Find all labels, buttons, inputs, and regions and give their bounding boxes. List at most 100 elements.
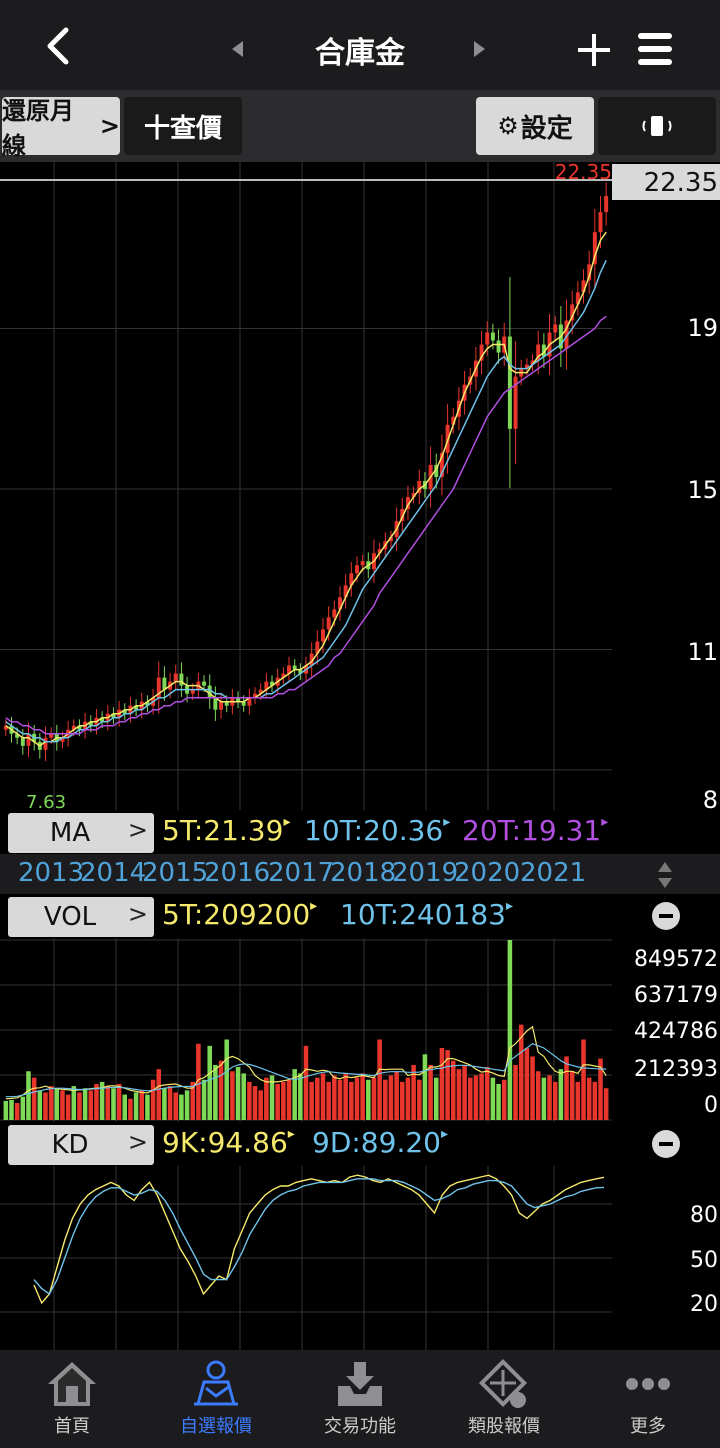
- vol-button-label: VOL: [43, 902, 97, 932]
- candle-body: [236, 697, 241, 702]
- price-chart[interactable]: 22.35 22.35 7.63 19 15 11 8: [0, 162, 720, 810]
- volume-bar: [235, 1067, 241, 1120]
- volume-bar: [315, 1077, 320, 1120]
- volume-bar: [320, 1073, 326, 1120]
- year-label: 2016: [204, 858, 271, 888]
- volume-chart[interactable]: 849572 637179 424786 212393 0: [0, 938, 720, 1122]
- query-price-button[interactable]: 十查價: [124, 97, 242, 155]
- tab-sector[interactable]: 類股報價: [432, 1350, 576, 1448]
- hamburger-menu-icon[interactable]: [636, 30, 674, 68]
- volume-bar: [201, 1079, 207, 1120]
- volume-bar: [275, 1083, 280, 1120]
- next-stock-icon[interactable]: [474, 41, 485, 57]
- volume-bar: [360, 1073, 365, 1120]
- ma20-value: 20T:19.31▸: [462, 814, 608, 847]
- volume-bar: [564, 1056, 569, 1120]
- candle-body: [213, 697, 218, 710]
- candle-body: [349, 573, 354, 586]
- kd-select-button[interactable]: KD >: [8, 1125, 154, 1165]
- volume-bar: [190, 1081, 195, 1120]
- expand-collapse-icon[interactable]: [657, 860, 673, 890]
- restore-monthly-button[interactable]: 還原月線 >: [2, 97, 120, 160]
- volume-bar: [490, 1077, 496, 1120]
- volume-tick: 212393: [634, 1057, 718, 1082]
- ma-select-button[interactable]: MA >: [8, 813, 154, 853]
- volume-bar: [530, 1056, 535, 1120]
- kd-chart[interactable]: 80 50 20: [0, 1166, 720, 1350]
- volume-bar: [133, 1092, 139, 1120]
- candle-body: [411, 493, 416, 498]
- remove-vol-button[interactable]: [652, 902, 680, 930]
- previous-stock-icon[interactable]: [232, 41, 243, 57]
- year-axis-bar[interactable]: 2013 2014 2015 2016 2017 2018 2019 2020 …: [0, 854, 720, 894]
- plus-icon[interactable]: [574, 30, 614, 70]
- volume-bar: [445, 1050, 450, 1120]
- tab-trade[interactable]: 交易功能: [288, 1350, 432, 1448]
- volume-bar: [43, 1092, 48, 1120]
- volume-bar: [258, 1090, 263, 1120]
- volume-bar: [501, 1079, 507, 1120]
- volume-bar: [111, 1088, 116, 1120]
- candle-body: [377, 549, 382, 554]
- tab-more[interactable]: 更多: [576, 1350, 720, 1448]
- candle-body: [485, 332, 490, 345]
- tab-home[interactable]: 首頁: [0, 1350, 144, 1448]
- candle-body: [88, 721, 93, 726]
- volume-bar: [48, 1086, 54, 1120]
- ma20-line: [5, 315, 607, 735]
- caret-icon: ▸: [440, 1126, 448, 1142]
- trade-icon: [338, 1362, 382, 1406]
- volume-bar: [156, 1069, 162, 1120]
- year-label: 2020: [454, 858, 521, 888]
- restore-monthly-label: 還原月線: [2, 97, 74, 160]
- remove-kd-button[interactable]: [652, 1130, 680, 1158]
- volume-bar: [598, 1058, 603, 1120]
- tab-label: 自選報價: [180, 1416, 252, 1437]
- volume-bar: [383, 1079, 388, 1120]
- year-label: 2014: [80, 858, 147, 888]
- vol-select-button[interactable]: VOL >: [8, 897, 154, 937]
- caret-icon: ▸: [283, 814, 291, 830]
- volume-bar: [298, 1073, 303, 1120]
- volume-bar: [411, 1064, 416, 1120]
- candle-body: [400, 509, 405, 522]
- volume-bar: [122, 1094, 128, 1120]
- volume-bar: [586, 1077, 592, 1120]
- kd-tick: 80: [690, 1203, 718, 1228]
- volume-tick: 0: [704, 1093, 718, 1118]
- volume-bar: [332, 1075, 337, 1120]
- ma-indicator-bar: MA > 5T:21.39▸ 10T:20.36▸ 20T:19.31▸: [0, 810, 720, 854]
- vol-indicator-bar: VOL > 5T:209200▸ 10T:240183▸: [0, 894, 720, 938]
- volume-bar: [99, 1081, 105, 1120]
- volume-bar: [507, 940, 513, 1120]
- candle-body: [145, 701, 150, 706]
- volume-bar: [417, 1079, 422, 1120]
- tab-watchlist[interactable]: 自選報價: [144, 1350, 288, 1448]
- volume-bar: [37, 1090, 43, 1120]
- candle-body: [258, 689, 263, 694]
- volume-bar: [207, 1045, 212, 1120]
- candle-body: [587, 264, 592, 281]
- candle-body: [360, 561, 365, 566]
- candle-body: [71, 725, 76, 730]
- candle-body: [530, 360, 535, 365]
- candle-body: [592, 232, 597, 265]
- candle-body: [253, 693, 258, 698]
- volume-bar: [326, 1081, 331, 1120]
- volume-bar: [71, 1086, 77, 1120]
- vol-ma10-text: 10T:240183: [340, 898, 506, 931]
- rotate-screen-button[interactable]: [598, 97, 716, 155]
- candle-body: [321, 629, 325, 642]
- settings-button[interactable]: ⚙ 設定: [476, 97, 594, 155]
- volume-bar: [286, 1079, 292, 1120]
- year-label: 2018: [330, 858, 397, 888]
- volume-bar: [400, 1081, 405, 1120]
- candle-body: [298, 669, 303, 674]
- candle-body: [570, 304, 575, 321]
- candle-body: [541, 344, 546, 357]
- volume-bar: [581, 1039, 586, 1120]
- candle-body: [100, 717, 105, 722]
- volume-bar: [292, 1069, 297, 1120]
- back-arrow-icon[interactable]: [38, 24, 82, 68]
- volume-tick: 849572: [634, 947, 718, 972]
